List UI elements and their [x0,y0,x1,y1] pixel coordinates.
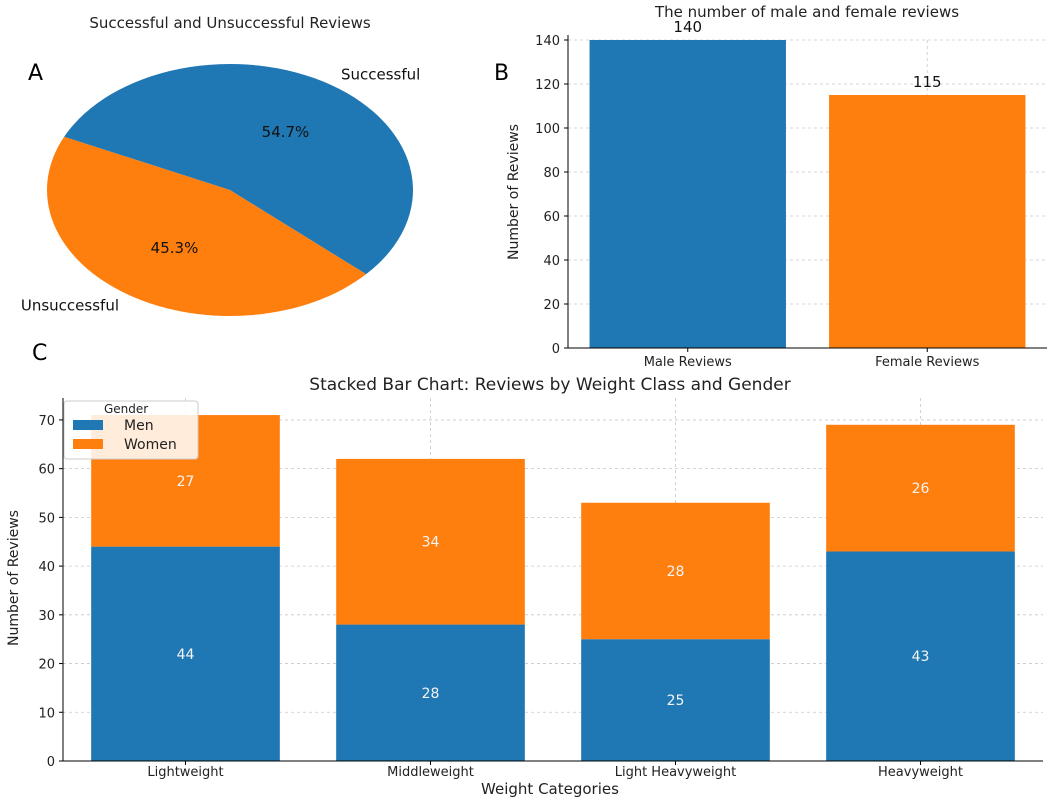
bar-male-reviews [589,40,786,348]
bar-female-reviews [829,95,1026,348]
panel-letter-a: A [28,61,43,86]
panel-letter-c: C [32,341,47,366]
legend-label-women: Women [124,437,177,453]
stacked-bar-heavyweight-men [826,551,1015,761]
stacked-bar-light-heavyweight-men [581,639,770,761]
bar-y-tick-label: 140 [535,34,560,49]
pie-pct-label-unsuccessful: 45.3% [151,239,199,257]
stacked-value-label-middleweight-women: 34 [422,535,440,551]
stacked-value-label-light-heavyweight-women: 28 [667,564,685,580]
stacked-bar-chart-panel: Stacked Bar Chart: Reviews by Weight Cla… [6,375,1043,798]
stacked-y-tick-label: 70 [38,414,55,429]
pie-label-unsuccessful: Unsuccessful [21,297,119,315]
bar-y-axis-label: Number of Reviews [506,124,522,260]
stacked-value-label-lightweight-men: 44 [177,647,195,663]
bar-series: 140 115 [589,18,1026,348]
bar-x-tick-label: Male Reviews [644,355,732,370]
pie-slices: 45.3% Unsuccessful 54.7% Successful [21,63,420,316]
stacked-value-label-light-heavyweight-men: 25 [667,693,685,709]
pie-slice-successful [64,63,413,275]
stacked-bar-heavyweight-women [826,424,1015,552]
bar-y-tick-label: 40 [543,254,560,269]
stacked-y-tick-label: 10 [38,706,55,721]
pie-label-successful: Successful [341,65,420,83]
stacked-bar-middleweight-women [336,458,525,625]
bar-y-tick-label: 0 [552,342,560,357]
stacked-value-label-heavyweight-women: 26 [912,481,930,497]
stacked-y-tick-label: 50 [38,511,55,526]
panel-letter-b: B [494,61,509,86]
stacked-axes: 0 10 20 30 40 50 60 70 Lightweight Middleweight Li… [38,398,1043,780]
stacked-y-tick-label: 30 [38,609,55,624]
bar-value-label-female-reviews: 115 [913,73,942,91]
pie-title: Successful and Unsuccessful Reviews [89,14,370,32]
stacked-bar-lightweight-men [91,546,280,761]
stacked-x-tick-label: Lightweight [147,765,223,780]
stacked-bar-middleweight-men [336,624,525,761]
stacked-x-tick-label: Middleweight [387,765,474,780]
stacked-y-tick-label: 20 [38,658,55,673]
bar-y-tick-label: 100 [535,122,560,137]
stacked-title: Stacked Bar Chart: Reviews by Weight Cla… [309,375,790,395]
bar-x-tick-label: Female Reviews [875,355,980,370]
legend-swatch-women [73,439,103,449]
stacked-x-tick-label: Light Heavyweight [615,765,737,780]
stacked-x-tick-label: Heavyweight [878,765,963,780]
stacked-bar-light-heavyweight-women [581,502,770,640]
stacked-y-tick-label: 60 [38,463,55,478]
stacked-value-label-heavyweight-men: 43 [912,649,930,665]
bar-title: The number of male and female reviews [654,3,959,21]
legend-swatch-men [73,420,103,430]
bar-value-label-male-reviews: 140 [673,18,702,36]
legend-label-men: Men [124,418,154,434]
pie-pct-label-successful: 54.7% [262,123,310,141]
stacked-series: 44 27 28 34 25 28 43 26 [91,415,1015,761]
bar-chart-panel: The number of male and female reviews 14… [506,3,1047,370]
stacked-value-label-middleweight-men: 28 [422,686,440,702]
pie-chart-panel: Successful and Unsuccessful Reviews 45.3… [21,14,420,316]
stacked-value-label-lightweight-women: 27 [177,474,195,490]
bar-y-tick-label: 120 [535,78,560,93]
pie-slice-unsuccessful [47,136,367,316]
legend-title: Gender [104,402,148,416]
stacked-x-axis-label: Weight Categories [481,780,619,798]
bar-y-tick-label: 20 [543,298,560,313]
stacked-y-tick-label: 40 [38,560,55,575]
stacked-y-tick-label: 0 [47,755,55,770]
bar-axes: 0 20 40 60 80 100 120 140 Male Reviews Female Rev… [535,34,1047,370]
stacked-y-axis-label: Number of Reviews [6,510,22,646]
bar-y-tick-label: 60 [543,210,560,225]
bar-y-tick-label: 80 [543,166,560,181]
legend: Gender Men Women [63,400,199,460]
